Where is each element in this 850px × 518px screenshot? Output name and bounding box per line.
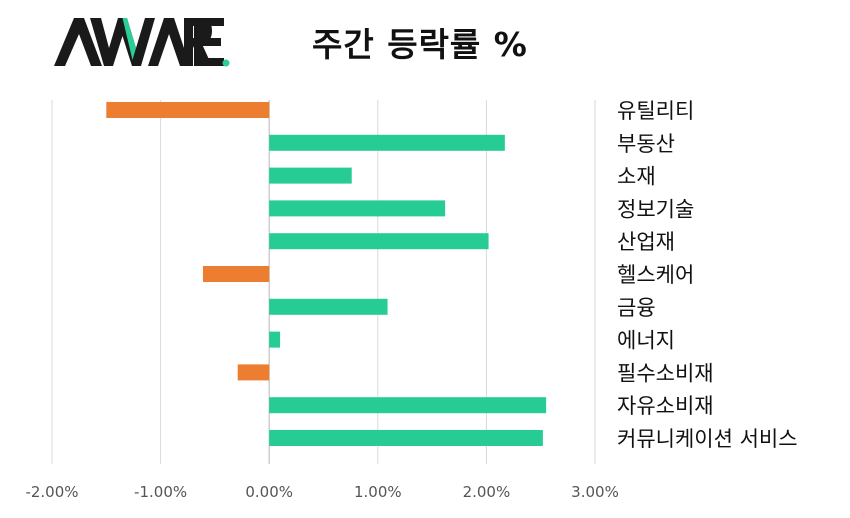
bar bbox=[269, 167, 352, 184]
category-labels: 유틸리티부동산소재정보기술산업재헬스케어금융에너지필수소비재자유소비재커뮤니케이… bbox=[617, 99, 798, 451]
bar bbox=[106, 102, 270, 118]
category-label: 헬스케어 bbox=[617, 263, 694, 287]
category-label: 필수소비재 bbox=[617, 361, 714, 385]
category-label: 소재 bbox=[617, 165, 656, 189]
category-label: 금융 bbox=[617, 296, 656, 320]
x-tick-labels: -2.00% -1.00% 0.00% 1.00% 2.00% 3.00% bbox=[25, 483, 618, 501]
category-label: 에너지 bbox=[617, 329, 675, 353]
category-label: 부동산 bbox=[617, 132, 675, 156]
x-tick-label: -2.00% bbox=[25, 483, 78, 501]
category-label: 커뮤니케이션 서비스 bbox=[617, 427, 798, 451]
x-tick-label: 1.00% bbox=[354, 483, 402, 501]
bar bbox=[269, 397, 547, 414]
bar bbox=[269, 134, 505, 151]
logo bbox=[54, 18, 230, 67]
x-tick-label: 3.00% bbox=[571, 483, 619, 501]
bar bbox=[269, 233, 489, 250]
bar bbox=[269, 200, 446, 217]
category-label: 유틸리티 bbox=[617, 99, 694, 123]
x-tick-label: 0.00% bbox=[245, 483, 293, 501]
chart-title: 주간 등락률 % bbox=[312, 25, 528, 64]
bar bbox=[202, 266, 270, 282]
bars bbox=[106, 102, 547, 446]
category-label: 자유소비재 bbox=[617, 394, 714, 418]
bar bbox=[269, 430, 543, 446]
bar bbox=[237, 364, 270, 381]
x-tick-label: -1.00% bbox=[134, 483, 187, 501]
bar bbox=[269, 298, 388, 315]
category-label: 산업재 bbox=[617, 230, 675, 254]
x-tick-label: 2.00% bbox=[463, 483, 511, 501]
bar bbox=[269, 331, 281, 348]
category-label: 정보기술 bbox=[617, 197, 694, 221]
